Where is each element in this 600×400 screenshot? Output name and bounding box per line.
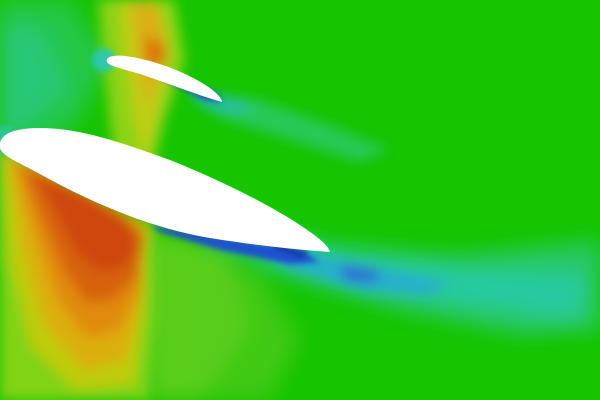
main-airfoil bbox=[0, 128, 330, 252]
main-pressure-region bbox=[0, 150, 160, 400]
mid-field-gradient bbox=[150, 230, 300, 400]
slat-airfoil bbox=[106, 55, 222, 102]
